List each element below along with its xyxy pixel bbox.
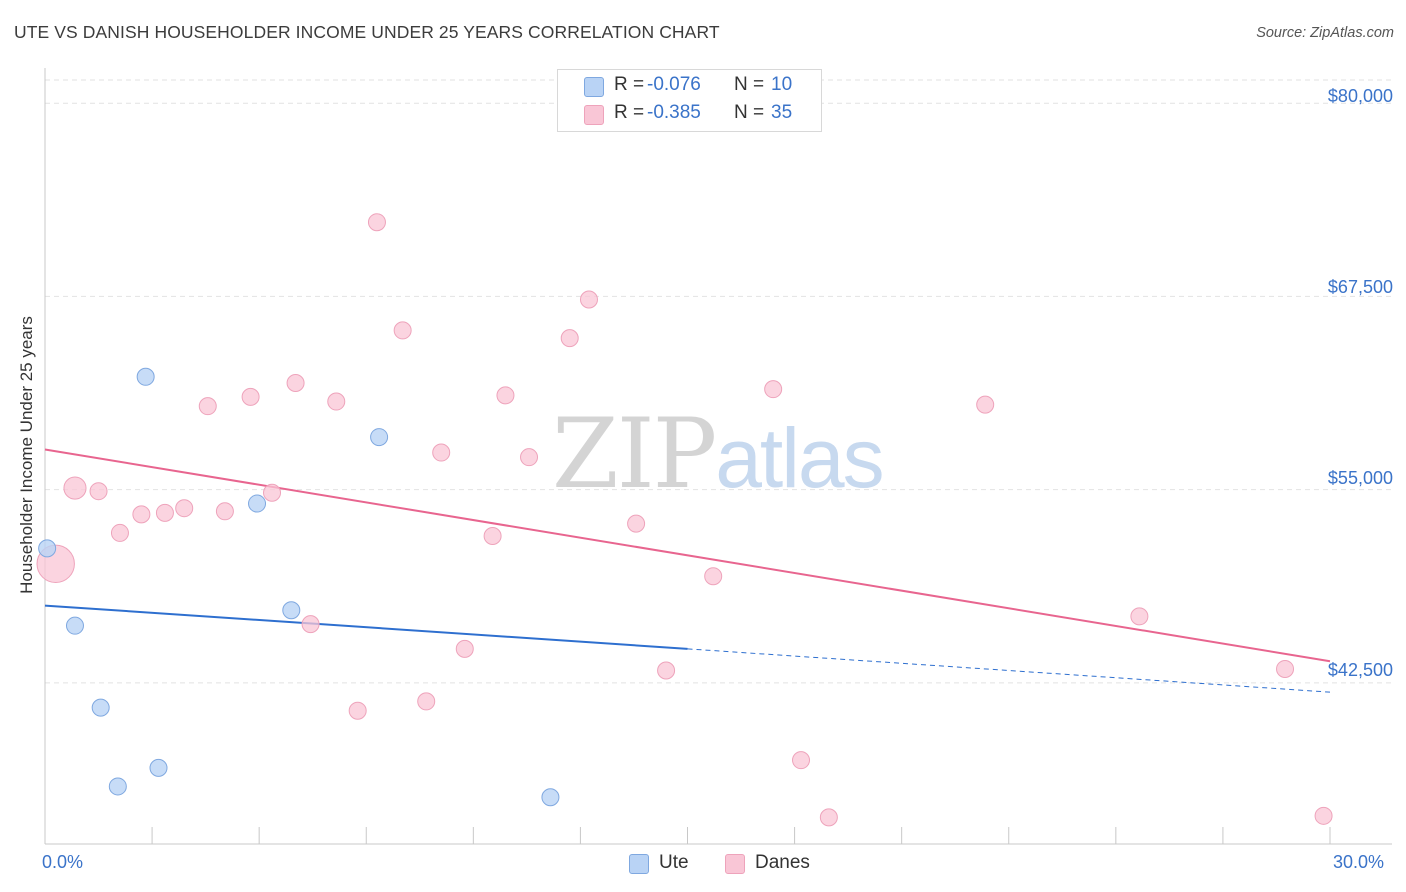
ute-swatch bbox=[584, 77, 604, 97]
danes-point-29 bbox=[792, 751, 811, 770]
danes-point-33 bbox=[1276, 659, 1295, 678]
danes-point-16 bbox=[393, 321, 412, 340]
bottom-legend-ute-swatch bbox=[629, 854, 649, 874]
danes-point-21 bbox=[496, 386, 515, 405]
ute-point-7 bbox=[282, 601, 301, 620]
danes-point-13 bbox=[327, 392, 346, 411]
ute-trend-line-extension bbox=[687, 648, 1331, 693]
danes-point-5 bbox=[155, 503, 174, 522]
ute-point-0 bbox=[38, 539, 57, 558]
ute-point-9 bbox=[541, 788, 560, 807]
bottom-legend-ute-label: Ute bbox=[659, 852, 689, 873]
danes-point-28 bbox=[764, 380, 783, 399]
ute-point-2 bbox=[91, 698, 110, 717]
danes-point-4 bbox=[132, 505, 151, 524]
ute-point-6 bbox=[248, 494, 267, 513]
watermark-zip: ZIP bbox=[552, 398, 717, 510]
danes-point-2 bbox=[89, 482, 108, 501]
danes-n-label: N = bbox=[734, 102, 765, 123]
ute-n-value: 10 bbox=[771, 74, 793, 95]
ute-r-value: -0.076 bbox=[647, 74, 701, 95]
danes-point-30 bbox=[819, 808, 838, 827]
y-tick-label-42500: $42,500 bbox=[1327, 660, 1393, 680]
ute-n-label: N = bbox=[734, 74, 765, 95]
danes-point-12 bbox=[301, 615, 320, 634]
y-tick-label-80000: $80,000 bbox=[1327, 86, 1393, 106]
danes-point-26 bbox=[657, 661, 676, 680]
ute-point-8 bbox=[370, 428, 389, 447]
y-axis-label: Householder Income Under 25 years bbox=[17, 316, 36, 594]
danes-swatch bbox=[584, 105, 604, 125]
danes-point-10 bbox=[263, 483, 282, 502]
ute-r-label: R = bbox=[614, 74, 645, 95]
danes-point-1 bbox=[63, 476, 87, 500]
bottom-legend-ute: Ute bbox=[629, 852, 709, 876]
danes-r-label: R = bbox=[614, 102, 645, 123]
x-tick-label-max: 30.0% bbox=[1333, 852, 1385, 872]
ute-point-3 bbox=[108, 777, 127, 796]
danes-point-7 bbox=[198, 397, 217, 416]
danes-point-17 bbox=[417, 692, 436, 711]
ute-trend-line bbox=[44, 604, 688, 650]
stats-legend: R = -0.076 N = 10 R = -0.385 N = 35 bbox=[557, 69, 822, 132]
danes-point-24 bbox=[579, 290, 598, 309]
danes-point-31 bbox=[976, 395, 995, 414]
danes-point-34 bbox=[1314, 806, 1333, 825]
x-tick-label-min: 0.0% bbox=[42, 852, 84, 872]
ute-point-5 bbox=[136, 367, 155, 386]
danes-point-14 bbox=[348, 701, 367, 720]
danes-point-6 bbox=[175, 499, 194, 518]
danes-point-11 bbox=[286, 373, 305, 392]
danes-point-9 bbox=[241, 387, 260, 406]
danes-point-20 bbox=[483, 527, 502, 546]
danes-point-25 bbox=[627, 514, 646, 533]
danes-point-15 bbox=[367, 213, 386, 232]
source-label: Source: ZipAtlas.com bbox=[1256, 25, 1394, 41]
danes-r-value: -0.385 bbox=[647, 102, 701, 123]
legend-row-ute: R = -0.076 N = 10 bbox=[558, 74, 821, 98]
danes-n-value: 35 bbox=[771, 102, 793, 123]
bottom-legend-danes: Danes bbox=[725, 852, 825, 876]
danes-point-32 bbox=[1130, 607, 1149, 626]
danes-point-8 bbox=[215, 502, 234, 521]
y-tick-label-67500: $67,500 bbox=[1327, 277, 1393, 297]
y-tick-label-55000: $55,000 bbox=[1327, 468, 1393, 488]
danes-point-27 bbox=[704, 567, 723, 586]
danes-point-23 bbox=[560, 329, 579, 348]
ute-point-4 bbox=[149, 758, 168, 777]
danes-point-19 bbox=[455, 639, 474, 658]
danes-point-3 bbox=[110, 523, 129, 542]
bottom-legend-danes-label: Danes bbox=[755, 852, 810, 873]
danes-point-22 bbox=[520, 448, 539, 467]
chart-title: UTE VS DANISH HOUSEHOLDER INCOME UNDER 2… bbox=[14, 22, 720, 42]
danes-trend-line bbox=[44, 448, 1331, 663]
danes-point-18 bbox=[432, 443, 451, 462]
legend-row-danes: R = -0.385 N = 35 bbox=[558, 102, 821, 126]
bottom-legend-danes-swatch bbox=[725, 854, 745, 874]
watermark: ZIPatlas bbox=[552, 398, 885, 510]
ute-point-1 bbox=[65, 616, 84, 635]
